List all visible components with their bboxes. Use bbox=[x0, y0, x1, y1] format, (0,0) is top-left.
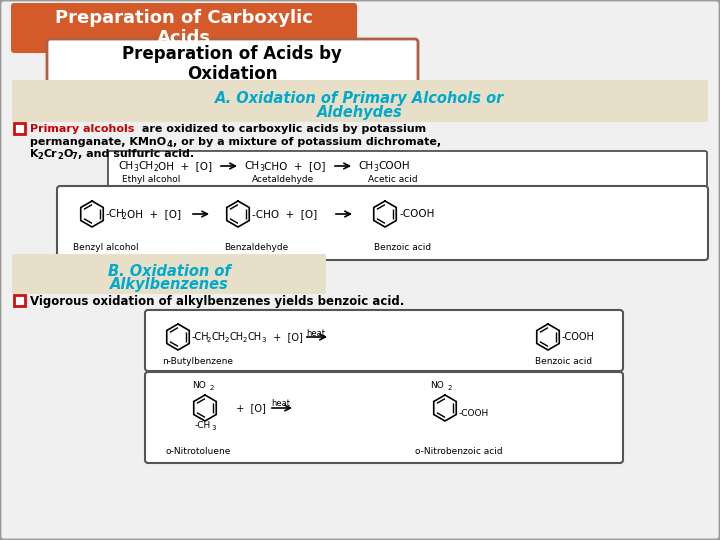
Bar bbox=[14, 295, 25, 306]
Text: heat: heat bbox=[271, 400, 290, 408]
Text: o-Nitrotoluene: o-Nitrotoluene bbox=[165, 448, 230, 456]
FancyBboxPatch shape bbox=[12, 80, 708, 122]
Text: 2: 2 bbox=[225, 336, 230, 342]
Text: CH: CH bbox=[230, 332, 244, 342]
Text: are oxidized to carboxylic acids by potassium: are oxidized to carboxylic acids by pota… bbox=[138, 124, 426, 134]
Text: +  [O]: + [O] bbox=[230, 403, 266, 413]
Text: , and sulfuric acid.: , and sulfuric acid. bbox=[78, 149, 194, 159]
Text: 2: 2 bbox=[122, 212, 127, 221]
Text: 7: 7 bbox=[72, 152, 78, 161]
FancyBboxPatch shape bbox=[57, 186, 708, 260]
Text: Benzoic acid: Benzoic acid bbox=[535, 356, 592, 366]
Text: -CH: -CH bbox=[192, 332, 210, 342]
Text: heat: heat bbox=[306, 328, 325, 338]
Text: CH: CH bbox=[244, 161, 259, 171]
Text: o-Nitrobenzoic acid: o-Nitrobenzoic acid bbox=[415, 448, 503, 456]
Text: 2: 2 bbox=[207, 336, 212, 342]
Text: Aldehydes: Aldehydes bbox=[317, 105, 403, 119]
Text: , or by a mixture of potassium dichromate,: , or by a mixture of potassium dichromat… bbox=[173, 137, 441, 147]
Text: -COOH: -COOH bbox=[399, 209, 434, 219]
Text: 3: 3 bbox=[133, 164, 138, 173]
Text: Benzaldehyde: Benzaldehyde bbox=[224, 242, 288, 252]
Text: Primary alcohols: Primary alcohols bbox=[30, 124, 135, 134]
Text: 3: 3 bbox=[211, 424, 215, 430]
Text: -CH: -CH bbox=[106, 209, 125, 219]
Text: +  [O]: + [O] bbox=[267, 332, 303, 342]
Bar bbox=[14, 123, 25, 134]
Text: n-Butylbenzene: n-Butylbenzene bbox=[162, 356, 233, 366]
Text: -CH: -CH bbox=[195, 421, 211, 429]
Text: -CHO  +  [O]: -CHO + [O] bbox=[252, 209, 318, 219]
Text: O: O bbox=[63, 149, 73, 159]
Text: Alkylbenzenes: Alkylbenzenes bbox=[109, 278, 228, 293]
Text: CH: CH bbox=[358, 161, 373, 171]
Text: Benzyl alcohol: Benzyl alcohol bbox=[73, 242, 139, 252]
FancyBboxPatch shape bbox=[145, 310, 623, 371]
Text: Acetaldehyde: Acetaldehyde bbox=[252, 176, 314, 185]
Text: 2: 2 bbox=[448, 386, 452, 392]
Text: OH  +  [O]: OH + [O] bbox=[158, 161, 212, 171]
Text: Cr: Cr bbox=[43, 149, 57, 159]
Text: OH  +  [O]: OH + [O] bbox=[127, 209, 181, 219]
Text: CH: CH bbox=[212, 332, 226, 342]
Text: 3: 3 bbox=[259, 164, 264, 173]
FancyBboxPatch shape bbox=[47, 39, 418, 89]
Text: -COOH: -COOH bbox=[562, 332, 595, 342]
Text: COOH: COOH bbox=[378, 161, 410, 171]
FancyBboxPatch shape bbox=[12, 254, 326, 294]
Text: -COOH: -COOH bbox=[459, 409, 490, 418]
Text: NO: NO bbox=[430, 381, 444, 390]
Text: Preparation of Acids by
Oxidation: Preparation of Acids by Oxidation bbox=[122, 45, 342, 83]
Text: CH: CH bbox=[138, 161, 153, 171]
Text: 4: 4 bbox=[167, 140, 173, 149]
Text: permanganate, KMnO: permanganate, KMnO bbox=[30, 137, 166, 147]
Text: 3: 3 bbox=[261, 336, 266, 342]
Text: CH: CH bbox=[248, 332, 262, 342]
Text: 2: 2 bbox=[57, 152, 63, 161]
Text: B. Oxidation of: B. Oxidation of bbox=[107, 265, 230, 280]
Text: A. Oxidation of Primary Alcohols or: A. Oxidation of Primary Alcohols or bbox=[215, 91, 505, 106]
Text: 3: 3 bbox=[373, 164, 378, 173]
Text: CHO  +  [O]: CHO + [O] bbox=[264, 161, 325, 171]
Text: Vigorous oxidation of alkylbenzenes yields benzoic acid.: Vigorous oxidation of alkylbenzenes yiel… bbox=[30, 294, 405, 307]
FancyBboxPatch shape bbox=[145, 372, 623, 463]
Text: Ethyl alcohol: Ethyl alcohol bbox=[122, 176, 181, 185]
Text: 2: 2 bbox=[210, 386, 215, 392]
Text: NO: NO bbox=[192, 381, 206, 390]
Text: Preparation of Carboxylic
Acids: Preparation of Carboxylic Acids bbox=[55, 9, 313, 48]
FancyBboxPatch shape bbox=[108, 151, 707, 187]
Text: Acetic acid: Acetic acid bbox=[368, 176, 418, 185]
Text: 2: 2 bbox=[243, 336, 248, 342]
FancyBboxPatch shape bbox=[11, 3, 357, 53]
Text: CH: CH bbox=[118, 161, 133, 171]
Text: 2: 2 bbox=[37, 152, 43, 161]
Text: 2: 2 bbox=[153, 164, 158, 173]
Text: Benzoic acid: Benzoic acid bbox=[374, 242, 431, 252]
Text: K: K bbox=[30, 149, 38, 159]
